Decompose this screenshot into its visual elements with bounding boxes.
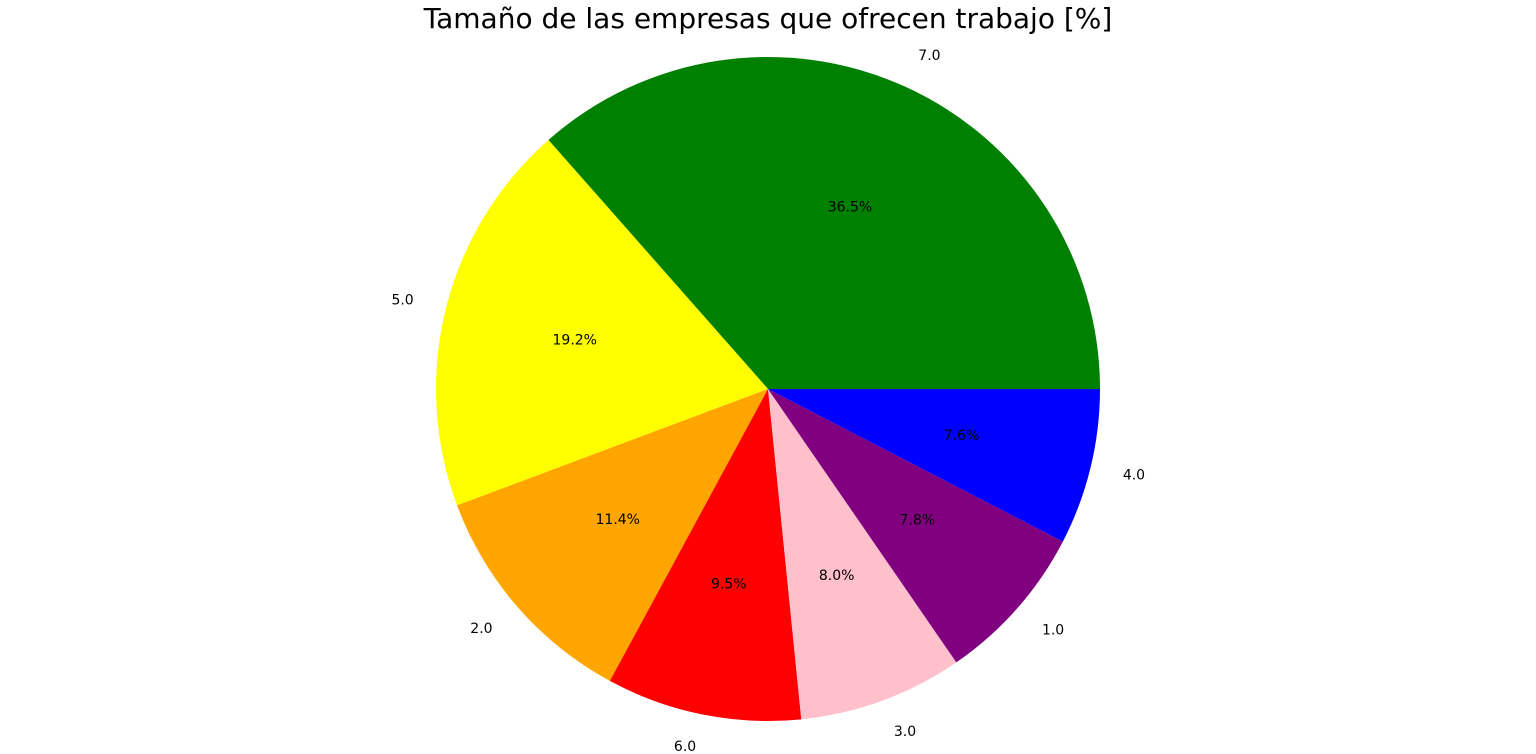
pie-category-label: 2.0 [470,621,492,637]
pie-pct-label: 36.5% [828,199,872,215]
pie-category-label: 3.0 [894,724,916,740]
pie-slices [436,56,1100,721]
pie-pct-label: 19.2% [553,333,597,349]
pie-pct-label: 7.6% [944,428,980,444]
pie-category-label: 4.0 [1123,467,1145,483]
pie-category-label: 5.0 [391,292,413,308]
pie-category-label: 7.0 [918,48,940,64]
pie-category-label: 1.0 [1042,623,1064,639]
pie-slice-1-0 [768,389,1063,663]
pie-pct-label: 8.0% [819,568,855,584]
pie-pct-label: 9.5% [711,576,747,592]
pie-slice-3-0 [768,389,957,720]
pie-slice-7-0 [548,56,1100,390]
pie-slice-5-0 [436,139,768,506]
pie-slice-4-0 [768,389,1100,542]
pie-pct-label: 7.8% [900,513,936,529]
chart-title: Tamaño de las empresas que ofrecen traba… [423,2,1113,35]
pie-labels: 36.5% 7.0 19.2% 5.0 11.4% 2.0 9.5% 6.0 8.0% 3.0 7.… [391,48,1145,754]
pie-slice-6-0 [609,389,802,721]
pie-slice-2-0 [457,389,768,681]
pie-pct-label: 11.4% [596,512,640,528]
pie-category-label: 6.0 [674,739,696,754]
